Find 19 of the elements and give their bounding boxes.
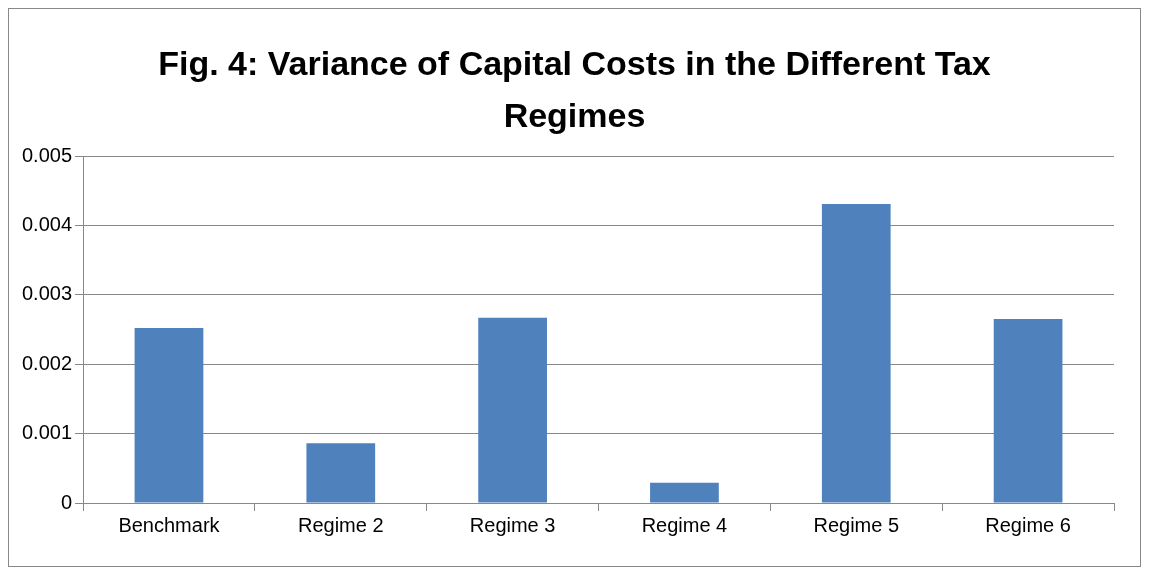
bar — [993, 319, 1063, 503]
chart-title: Fig. 4: Variance of Capital Costs in the Different Tax Regimes — [157, 43, 992, 136]
y-tick-label: 0.003 — [21, 282, 73, 305]
y-tick-label: 0.004 — [21, 212, 73, 235]
y-tick-label: 0 — [60, 490, 73, 513]
bar — [134, 328, 204, 503]
bar — [306, 443, 376, 503]
y-tick-label: 0.005 — [21, 143, 73, 166]
x-tick-label: Benchmark — [118, 513, 221, 536]
x-tick-label: Regime 5 — [813, 513, 900, 536]
bar — [478, 317, 547, 503]
x-tick-label: Regime 6 — [985, 513, 1071, 536]
x-tick-label: Regime 2 — [297, 513, 384, 536]
y-tick-label: 0.002 — [21, 351, 73, 374]
y-tick-label: 0.001 — [21, 421, 73, 444]
bar — [821, 203, 891, 503]
bar — [650, 482, 719, 503]
x-tick-label: Regime 3 — [469, 513, 556, 536]
x-tick-label: Regime 4 — [641, 513, 728, 536]
